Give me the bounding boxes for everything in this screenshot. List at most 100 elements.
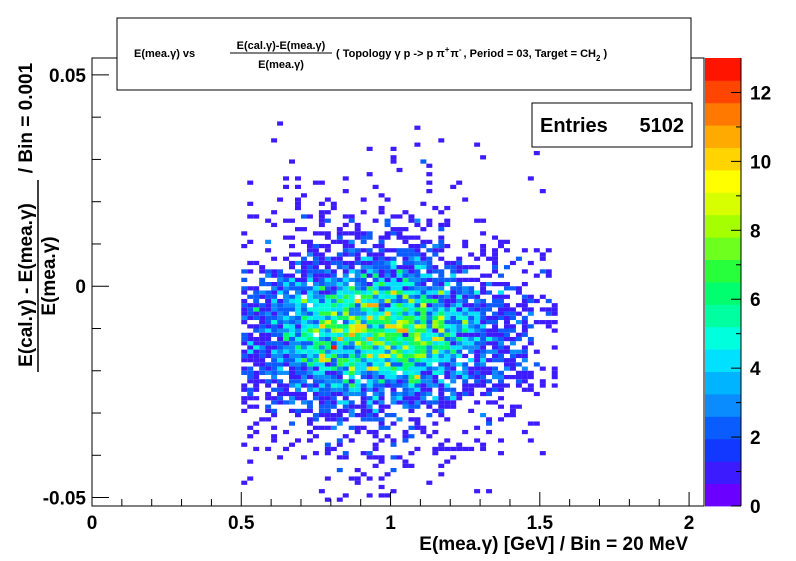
heatmap-bin: [402, 286, 409, 291]
heatmap-bin: [295, 307, 301, 312]
heatmap-bin: [312, 353, 319, 359]
heatmap-bin: [503, 413, 510, 418]
heatmap-bin: [444, 417, 451, 422]
color-scale-label: 2: [750, 428, 761, 449]
heatmap-bin: [438, 370, 445, 375]
heatmap-bin: [450, 269, 457, 274]
heatmap-bin: [259, 332, 266, 337]
heatmap-bin: [318, 328, 325, 333]
heatmap-bin: [378, 370, 385, 375]
heatmap-bin: [438, 256, 445, 261]
heatmap-bin: [277, 286, 284, 291]
heatmap-bin: [503, 315, 510, 321]
heatmap-bin: [527, 336, 534, 342]
heatmap-bin: [462, 391, 469, 397]
heatmap-bin: [300, 239, 307, 244]
heatmap-bin: [420, 307, 427, 312]
heatmap-bin: [324, 197, 331, 202]
heatmap-bin: [390, 269, 397, 274]
heatmap-bin: [545, 298, 552, 304]
heatmap-bin: [480, 332, 487, 337]
heatmap-bin: [408, 358, 415, 363]
heatmap-bin: [324, 260, 331, 266]
heatmap-bin: [462, 265, 469, 270]
heatmap-bin: [241, 442, 248, 447]
heatmap-bin: [527, 260, 534, 266]
heatmap-bin: [486, 273, 493, 278]
heatmap-bin: [271, 400, 278, 405]
heatmap-bin: [354, 467, 361, 473]
heatmap-bin: [342, 336, 349, 342]
heatmap-bin: [300, 362, 307, 367]
heatmap-bin: [324, 353, 331, 359]
heatmap-bin: [241, 231, 248, 236]
heatmap-bin: [295, 362, 301, 367]
heatmap-bin: [474, 336, 481, 342]
heatmap-bin: [378, 332, 385, 337]
heatmap-bin: [498, 239, 504, 244]
heatmap-bin: [324, 307, 331, 312]
heatmap-bin: [354, 256, 361, 261]
heatmap-bin: [432, 298, 439, 304]
heatmap-bin: [336, 438, 343, 443]
heatmap-bin: [480, 370, 487, 375]
heatmap-bin: [509, 260, 516, 266]
heatmap-bin: [414, 400, 421, 405]
heatmap-bin: [247, 476, 254, 481]
heatmap-bin: [366, 231, 373, 236]
color-scale-swatch: [705, 214, 741, 238]
heatmap-bin: [312, 413, 319, 418]
heatmap-bin: [289, 324, 295, 329]
heatmap-bin: [283, 349, 290, 354]
heatmap-bin: [527, 311, 534, 316]
heatmap-bin: [324, 379, 331, 384]
heatmap-bin: [378, 358, 385, 363]
heatmap-bin: [378, 417, 385, 422]
heatmap-bin: [354, 336, 361, 342]
heatmap-bin: [438, 387, 445, 392]
heatmap-bin: [378, 387, 385, 392]
heatmap-bin: [366, 320, 373, 325]
heatmap-bin: [426, 341, 433, 346]
heatmap-bin: [503, 282, 510, 287]
heatmap-bin: [366, 349, 373, 354]
heatmap-bin: [432, 269, 439, 274]
heatmap-bin: [444, 349, 451, 354]
heatmap-bin: [318, 387, 325, 392]
heatmap-bin: [426, 404, 433, 409]
heatmap-bin: [253, 396, 260, 401]
heatmap-bin: [408, 379, 415, 384]
heatmap-bin: [372, 218, 379, 223]
heatmap-bin: [396, 286, 403, 291]
heatmap-bin: [402, 235, 409, 240]
heatmap-bin: [342, 265, 349, 270]
heatmap-bin: [366, 476, 373, 481]
heatmap-bin: [259, 269, 266, 274]
heatmap-bin: [324, 383, 331, 388]
heatmap-bin: [378, 239, 385, 244]
heatmap-bin: [438, 243, 445, 249]
heatmap-bin: [289, 332, 295, 337]
heatmap-bin: [468, 358, 475, 363]
heatmap-bin: [384, 265, 391, 270]
heatmap-bin: [348, 379, 355, 384]
heatmap-bin: [253, 421, 260, 426]
heatmap-bin: [372, 446, 379, 452]
heatmap-bin: [306, 404, 313, 409]
heatmap-bin: [312, 379, 319, 384]
heatmap-bin: [420, 286, 427, 291]
heatmap-bin: [402, 298, 409, 304]
heatmap-bin: [342, 434, 349, 439]
heatmap-bin: [408, 387, 415, 392]
heatmap-bin: [480, 218, 487, 223]
heatmap-bin: [300, 455, 307, 460]
heatmap-bin: [259, 290, 266, 295]
heatmap-bin: [318, 341, 325, 346]
heatmap-bin: [408, 311, 415, 316]
heatmap-bin: [539, 307, 546, 312]
heatmap-bin: [289, 277, 295, 282]
heatmap-bin: [450, 315, 457, 321]
heatmap-bin: [402, 307, 409, 312]
heatmap-bin: [498, 370, 504, 375]
heatmap-bin: [414, 277, 421, 282]
